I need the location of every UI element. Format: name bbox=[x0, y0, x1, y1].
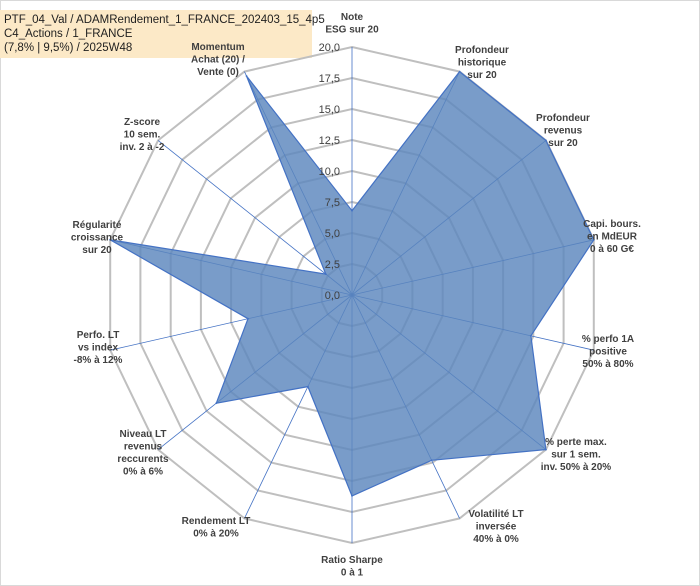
tick-label: 0,0 bbox=[325, 290, 340, 302]
axis-label-line: croissance bbox=[71, 233, 124, 244]
axis-label-line: Volatilité LT bbox=[468, 509, 523, 520]
radar-point bbox=[545, 139, 547, 142]
axis-label-line: 10 sem. bbox=[124, 130, 161, 141]
tick-label: 12,5 bbox=[319, 135, 340, 147]
axis-label-line: sur 1 sem. bbox=[551, 450, 601, 461]
axis-label: Profondeur revenus sur 20 bbox=[536, 113, 590, 149]
axis-label: Rendement LT 0% à 20% bbox=[182, 516, 251, 540]
axis-label-line: Perfo. LT bbox=[77, 330, 120, 341]
radar-point bbox=[530, 334, 532, 337]
axis-label-line: Achat (20) / bbox=[191, 55, 245, 66]
radar-point bbox=[592, 238, 595, 241]
tick-label: 20,0 bbox=[319, 42, 340, 54]
radar-spoke bbox=[157, 140, 353, 296]
axis-label: Z-score 10 sem. inv. 2 à -2 bbox=[120, 117, 165, 153]
radar-point bbox=[458, 70, 461, 73]
radar-point bbox=[245, 75, 248, 77]
chart-title-box: PTF_04_Val / ADAMRendement_1_FRANCE_2024… bbox=[0, 10, 325, 58]
axis-label-line: inversée bbox=[476, 522, 517, 533]
axis-label-line: Profondeur bbox=[455, 45, 509, 56]
axis-label-line: inv. 2 à -2 bbox=[120, 142, 165, 153]
radar-point bbox=[324, 273, 327, 275]
axis-label-line: 0 à 60 G€ bbox=[590, 244, 634, 255]
tick-label: 10,0 bbox=[319, 166, 340, 178]
title-line-2: C4_Actions / 1_FRANCE bbox=[4, 28, 133, 40]
axis-label-line: 40% à 0% bbox=[473, 534, 519, 545]
axis-label-line: Note bbox=[341, 12, 364, 23]
axis-label: Capi. bours. en MdEUR 0 à 60 G€ bbox=[583, 219, 641, 255]
axis-label-line: 0% à 20% bbox=[193, 529, 239, 540]
axis-label-line: Niveau LT bbox=[119, 429, 166, 440]
radar-point bbox=[351, 495, 353, 497]
axis-label: Note ESG sur 20 bbox=[325, 12, 379, 36]
radar-point bbox=[351, 209, 353, 212]
axis-label: % perfo 1A positive 50% à 80% bbox=[582, 334, 634, 370]
axis-label-line: 0 à 1 bbox=[341, 568, 364, 579]
axis-label-line: Régularité bbox=[73, 220, 122, 231]
radar-point bbox=[307, 385, 309, 388]
axis-label-line: 50% à 80% bbox=[582, 359, 633, 370]
tick-label: 5,0 bbox=[325, 228, 340, 240]
axis-label-line: sur 20 bbox=[548, 138, 578, 149]
axis-label: Momentum Achat (20) / Vente (0) bbox=[191, 42, 245, 78]
axis-label-line: en MdEUR bbox=[587, 232, 638, 243]
axis-label-line: revenus bbox=[124, 442, 163, 453]
axis-label-line: revenus bbox=[544, 126, 583, 137]
axis-label-line: inv. 50% à 20% bbox=[541, 462, 612, 473]
axis-label-line: reccurents bbox=[117, 454, 169, 465]
axis-label-line: % perfo 1A bbox=[582, 334, 634, 345]
axis-label-line: Ratio Sharpe bbox=[321, 555, 383, 566]
axis-label-line: 0% à 6% bbox=[123, 467, 163, 478]
tick-label: 17,5 bbox=[319, 73, 340, 85]
axis-label-line: vs index bbox=[78, 343, 118, 354]
axis-label: Volatilité LT inversée 40% à 0% bbox=[468, 509, 523, 545]
axis-label: Profondeur historique sur 20 bbox=[455, 45, 509, 81]
axis-label: Régularité croissance sur 20 bbox=[71, 220, 124, 256]
radar-tick-labels: 0,0 2,5 5,0 7,5 10,0 12,5 15,0 17,5 20,0 bbox=[319, 42, 340, 302]
axis-label-line: Rendement LT bbox=[182, 516, 251, 527]
axis-label: Niveau LT revenus reccurents 0% à 6% bbox=[117, 429, 169, 478]
axis-label-line: positive bbox=[589, 347, 627, 358]
axis-label-line: historique bbox=[458, 58, 507, 69]
axis-label: Perfo. LT vs index -8% à 12% bbox=[74, 330, 123, 366]
axis-label-line: Profondeur bbox=[536, 113, 590, 124]
axis-label-line: Momentum bbox=[191, 42, 244, 53]
title-line-3: (7,8% | 9,5%) / 2025W48 bbox=[4, 42, 133, 54]
radar-point bbox=[247, 317, 249, 320]
axis-label-line: Capi. bours. bbox=[583, 219, 641, 230]
radar-point bbox=[109, 238, 112, 241]
axis-label-line: -8% à 12% bbox=[74, 355, 123, 366]
radar-point bbox=[430, 459, 433, 462]
axis-label: % perte max. sur 1 sem. inv. 50% à 20% bbox=[541, 437, 612, 473]
axis-label: Ratio Sharpe 0 à 1 bbox=[321, 555, 383, 579]
axis-label-line: Z-score bbox=[124, 117, 161, 128]
tick-label: 2,5 bbox=[325, 259, 340, 271]
radar-point bbox=[215, 402, 218, 405]
axis-label-line: sur 20 bbox=[82, 245, 112, 256]
axis-label-line: sur 20 bbox=[467, 70, 497, 81]
axis-label-line: Vente (0) bbox=[197, 67, 239, 78]
axis-label-line: % perte max. bbox=[545, 437, 607, 448]
tick-label: 15,0 bbox=[319, 104, 340, 116]
radar-point bbox=[545, 448, 547, 451]
title-line-1: PTF_04_Val / ADAMRendement_1_FRANCE_2024… bbox=[4, 14, 325, 26]
axis-label-line: ESG sur 20 bbox=[325, 25, 379, 36]
radar-series bbox=[109, 70, 595, 497]
tick-label: 7,5 bbox=[325, 197, 340, 209]
